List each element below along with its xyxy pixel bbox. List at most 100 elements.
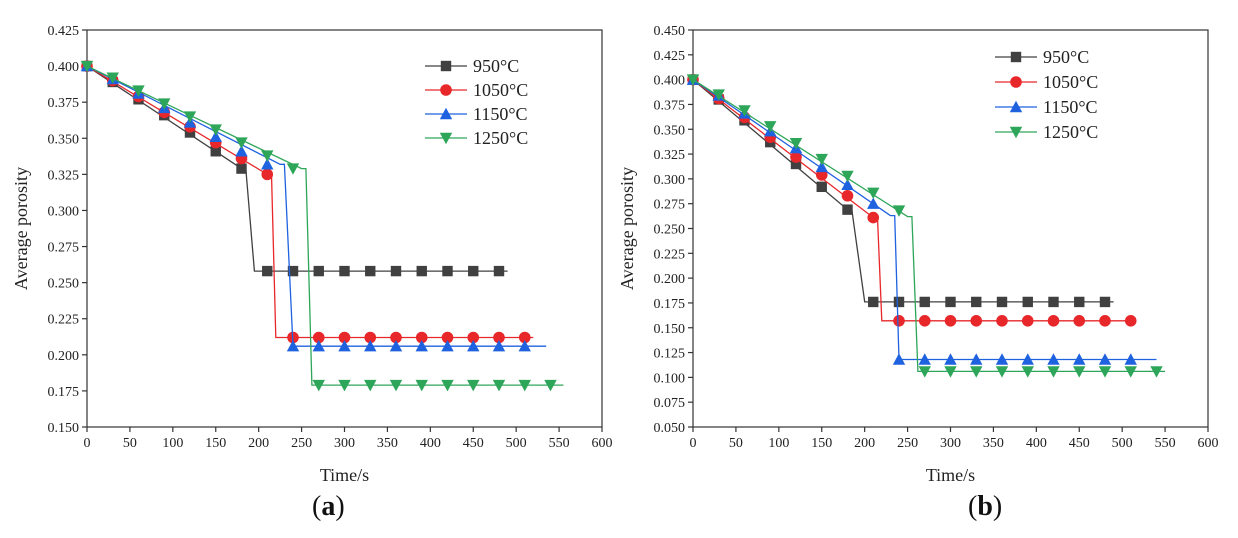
panel-a-x-tick-label: 200 xyxy=(248,436,269,451)
panel-b-legend-marker xyxy=(1010,51,1022,63)
panel-a-data-point xyxy=(209,130,222,143)
panel-b-data-point xyxy=(996,296,1008,308)
panel-b-data-point xyxy=(1074,296,1085,308)
panel-b-y-tick-label: 0.150 xyxy=(654,322,686,337)
panel-b-data-point xyxy=(841,170,854,183)
panel-b-data-point xyxy=(841,178,854,191)
panel-b-data-point xyxy=(970,353,983,365)
panel-b-data-point xyxy=(918,315,931,327)
panel-b-data-point xyxy=(1047,366,1060,378)
panel-b-legend-label: 1250°C xyxy=(1043,122,1098,142)
panel-a-data-point xyxy=(415,379,428,392)
panel-a-data-point xyxy=(158,98,171,110)
panel-a-data-point xyxy=(286,163,300,175)
panel-a-y-tick-label: 0.200 xyxy=(48,349,80,364)
panel-a-y-tick-label: 0.225 xyxy=(48,313,80,328)
panel-a-y-tick-label: 0.400 xyxy=(48,60,80,75)
panel-a-data-point xyxy=(364,339,377,352)
panel-a-x-tick-label: 250 xyxy=(291,436,312,451)
panel-a-x-tick-label: 150 xyxy=(205,436,226,451)
panel-a-data-point xyxy=(518,339,531,352)
panel-b-y-tick-label: 0.100 xyxy=(654,371,686,386)
panel-a-legend-label: 1150°C xyxy=(473,104,528,124)
panel-a-data-point xyxy=(210,146,221,157)
panel-a-y-tick-label: 0.275 xyxy=(48,241,80,256)
panel-a-x-tick-label: 450 xyxy=(463,436,484,451)
panel-a-x-tick-label: 600 xyxy=(592,436,613,451)
panel-a-data-point xyxy=(364,331,377,344)
panel-b-series-3 xyxy=(686,74,1166,378)
panel-b-y-axis-title: Average porosity xyxy=(617,167,637,290)
panel-a-data-point xyxy=(339,265,350,277)
panel-a-y-tick-label: 0.250 xyxy=(48,277,80,292)
panel-b-x-tick-label: 550 xyxy=(1155,436,1176,451)
panel-b-x-tick-label: 600 xyxy=(1198,436,1219,451)
panel-b-data-point xyxy=(1047,353,1060,365)
panel-a-legend: 950°C 1050°C 1150°C 1250°C xyxy=(425,56,528,148)
panel-b-data-point xyxy=(1099,315,1111,327)
panel-b-data-point xyxy=(816,181,827,193)
panel-a-x-tick-label: 400 xyxy=(420,436,441,451)
panel-b-data-point xyxy=(789,137,803,150)
panel-a-x-tick-label: 300 xyxy=(334,436,355,451)
panel-a-data-point xyxy=(467,379,480,392)
panel-b-data-point xyxy=(996,315,1008,327)
panel-b-data-point xyxy=(867,211,880,224)
panel-b-data-point xyxy=(1048,296,1059,308)
panel-b-data-point xyxy=(841,189,854,202)
panel-a-y-tick-label: 0.300 xyxy=(48,204,80,219)
panel-a-data-point xyxy=(287,265,299,277)
panel-b-x-tick-label: 450 xyxy=(1069,436,1090,451)
panel-a-data-point xyxy=(312,379,325,392)
panel-b-data-point xyxy=(995,353,1009,365)
panel-a-data-point xyxy=(312,339,325,352)
panel-a-data-point xyxy=(261,168,274,181)
panel-a-legend-label: 1250°C xyxy=(473,128,528,148)
panel-b-data-point xyxy=(867,197,880,209)
panel-b-x-tick-label: 500 xyxy=(1112,436,1133,451)
panel-b-data-point xyxy=(918,353,931,365)
panel-a-data-point xyxy=(415,339,428,352)
panel-b-x-tick-label: 400 xyxy=(1026,436,1047,451)
panel-a-data-point xyxy=(262,265,273,277)
panel-b-data-point xyxy=(1124,315,1137,327)
panel-a-data-point xyxy=(492,379,506,392)
panel-b-x-tick-label: 250 xyxy=(897,436,918,451)
panel-a-data-point xyxy=(416,265,427,277)
panel-b-x-tick-label: 350 xyxy=(983,436,1004,451)
panel-a-x-axis-title: Time/s xyxy=(320,465,369,485)
panel-b-data-point xyxy=(790,158,802,170)
panel-b-data-point xyxy=(1021,315,1034,327)
panel-a-data-point xyxy=(235,145,248,157)
panel-b-legend: 950°C 1050°C 1150°C 1250°C xyxy=(995,47,1098,142)
panel-a-data-point xyxy=(261,150,274,162)
panel-a-legend-marker xyxy=(439,107,453,120)
panel-a-data-point xyxy=(365,265,376,277)
panel-b-label: (b) xyxy=(968,491,1002,522)
panel-b-data-point xyxy=(970,366,983,378)
panel-b-data-point xyxy=(1022,296,1033,308)
panel-b-x-tick-label: 150 xyxy=(811,436,832,451)
panel-a-data-point xyxy=(261,158,274,170)
panel-b-y-tick-label: 0.050 xyxy=(654,421,686,436)
panel-a-data-point xyxy=(442,265,453,277)
panel-b-data-point xyxy=(867,187,880,199)
panel-b-data-point xyxy=(815,160,828,173)
panel-a-data-point xyxy=(313,265,324,277)
panel-a-data-point xyxy=(518,379,531,392)
panel-a-y-tick-label: 0.325 xyxy=(48,168,80,183)
panel-a-data-point xyxy=(80,60,94,73)
panel-b-y-tick-label: 0.450 xyxy=(654,24,686,39)
panel-a-data-point xyxy=(209,124,222,136)
panel-b-data-point xyxy=(971,296,982,308)
panel-b-data-point xyxy=(738,105,751,117)
panel-a-data-point xyxy=(338,339,351,352)
panel-a-data-point xyxy=(390,265,402,277)
panel-b-legend-marker xyxy=(1009,100,1023,113)
panel-b-x-tick-label: 200 xyxy=(854,436,875,451)
panel-b-data-point xyxy=(970,315,983,327)
panel-b-data-point xyxy=(1021,366,1034,378)
panel-a-data-point xyxy=(106,72,119,84)
panel-b-legend-label: 1050°C xyxy=(1043,72,1098,92)
